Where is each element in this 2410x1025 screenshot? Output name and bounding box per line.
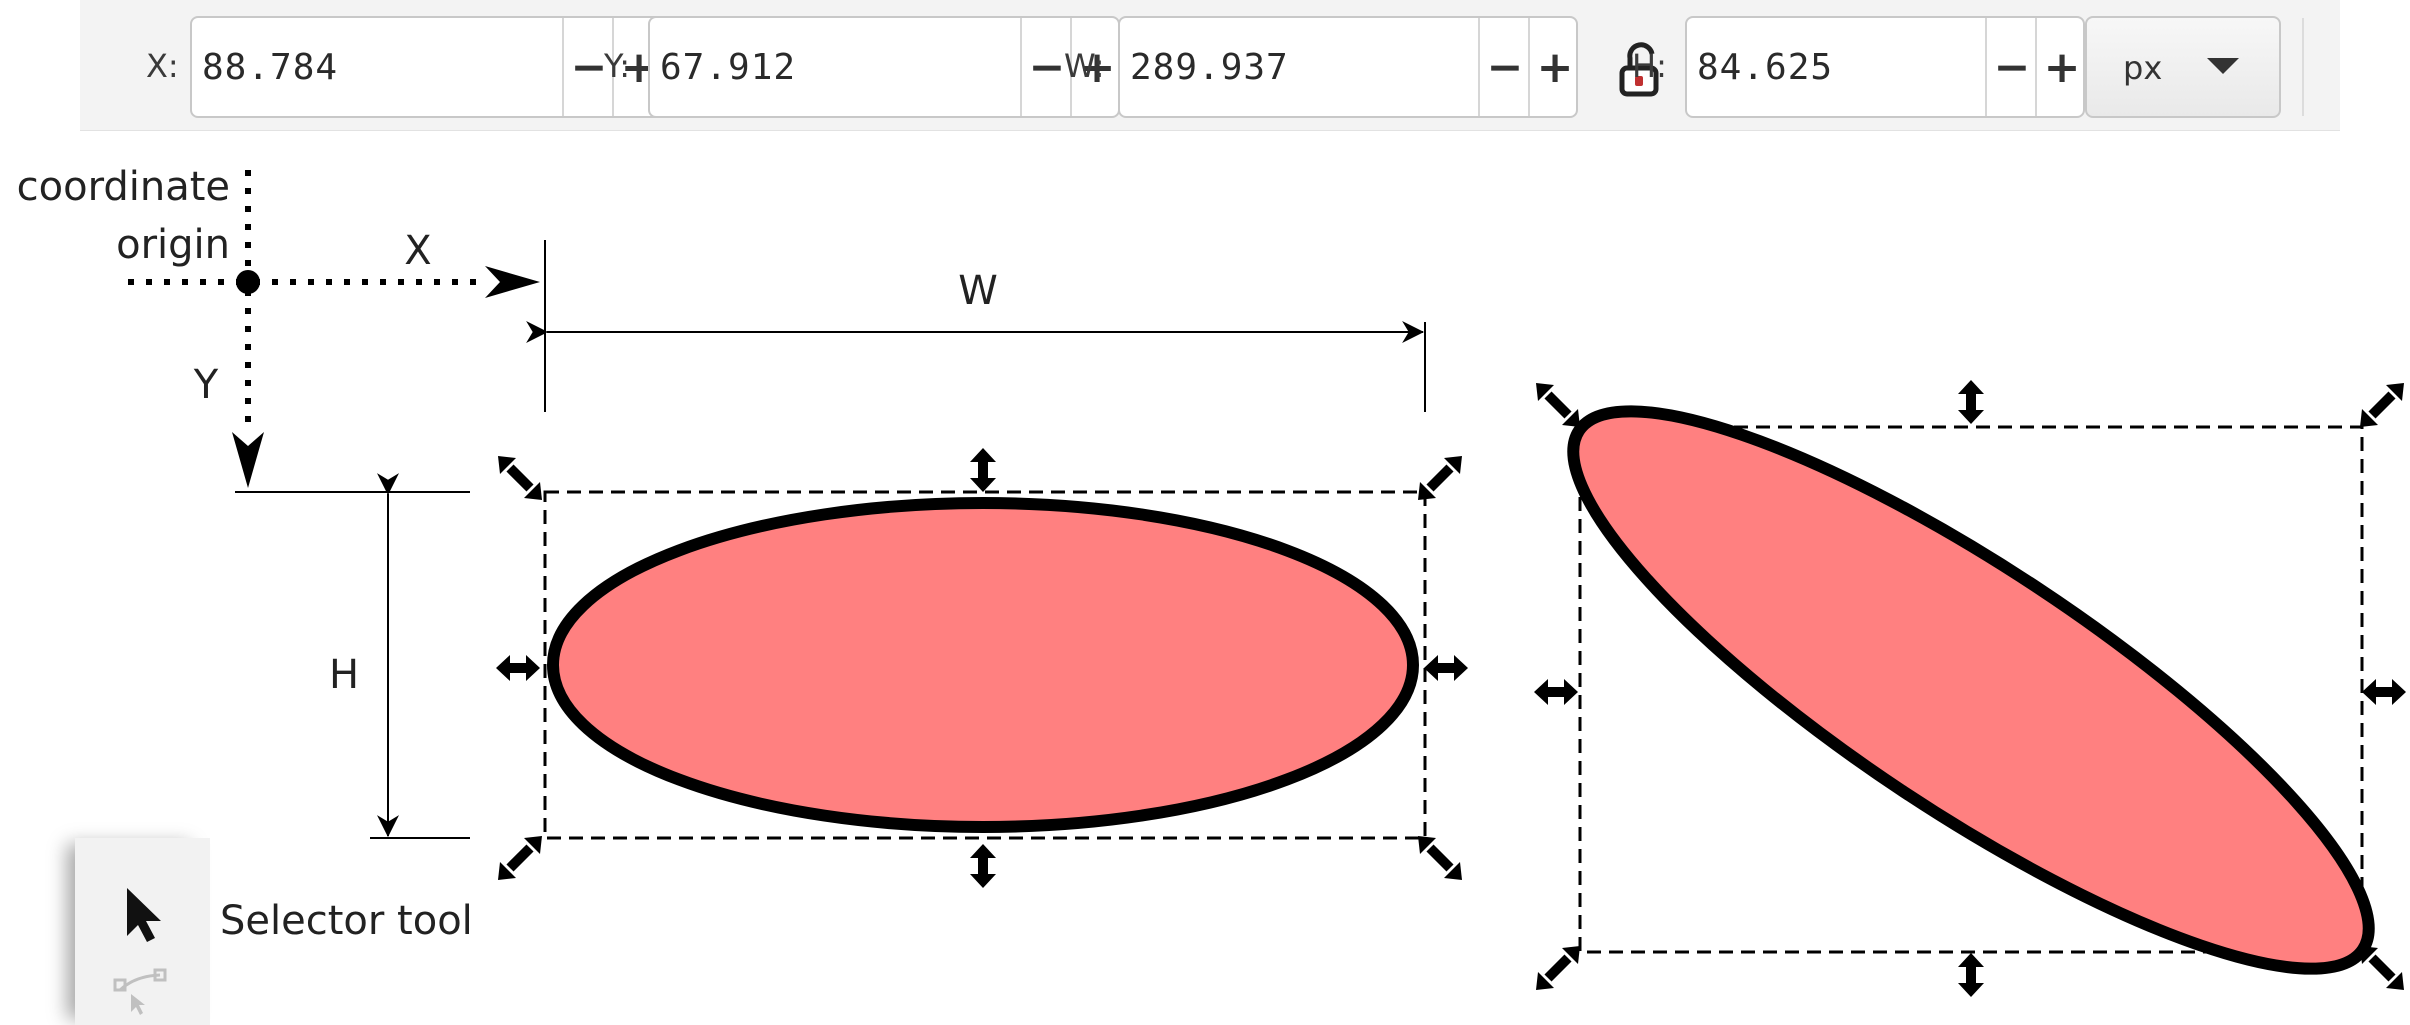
w-increment-button[interactable]: + [1528,18,1580,116]
coordinate-origin-point [236,270,260,294]
h-label: H [329,652,359,698]
x-label: X: [146,47,179,85]
w-spinbox[interactable]: 289.937 − + [1118,16,1578,118]
x-label: X [404,228,431,274]
rotated-handle-top[interactable] [1958,380,1984,424]
y-spinbox[interactable]: 67.912 − + [648,16,1120,118]
y-decrement-button[interactable]: − [1020,18,1072,116]
y-label: Y: [604,47,631,85]
w-label: W: [1064,47,1105,85]
unit-value: px [2123,49,2163,87]
selected-ellipse-outline [547,497,1419,833]
y-value[interactable]: 67.912 [660,47,797,88]
h-label: H: [1632,47,1667,85]
h-spinbox[interactable]: 84.625 − + [1685,16,2085,118]
scale-handle-left[interactable] [496,655,540,681]
h-increment-button[interactable]: + [2035,18,2087,116]
node-editor-icon[interactable] [105,966,175,1016]
scale-handle-top-right[interactable] [1418,456,1462,500]
unit-dropdown[interactable]: px [2085,16,2281,118]
rotated-handle-bottom[interactable] [1958,953,1984,997]
rotated-handle-top-left[interactable] [1536,383,1580,427]
x-offset-arrowhead [485,266,540,298]
scale-handle-bottom-right[interactable] [1418,836,1462,880]
transform-toolbar: X: 88.784 − + Y: 67.912 − + W: 289.937 −… [80,0,2340,131]
rotated-handle-right[interactable] [2362,679,2406,705]
w-decrement-button[interactable]: − [1478,18,1530,116]
rotated-handle-left[interactable] [1534,679,1578,705]
scale-handle-right[interactable] [1424,655,1468,681]
chevron-down-icon [2207,58,2239,74]
toolbar-divider [2302,18,2304,116]
h-value[interactable]: 84.625 [1697,47,1834,88]
unlocked-padlock-icon[interactable] [1610,40,1670,100]
rotated-ellipse[interactable] [1512,329,2410,1025]
y-increment-button[interactable]: + [1070,18,1122,116]
y-label: Y [193,362,219,408]
x-value[interactable]: 88.784 [202,47,339,88]
scale-handle-top-left[interactable] [498,456,542,500]
selector-tool-label: Selector tool [220,898,473,944]
y-offset-arrowhead [232,432,264,488]
x-decrement-button[interactable]: − [562,18,614,116]
x-spinbox[interactable]: 88.784 − + [190,16,662,118]
origin-label-line2: origin [116,222,230,268]
rotated-handle-bottom-right[interactable] [2360,946,2404,990]
rotated-handle-top-right[interactable] [2360,383,2404,427]
toolbox-panel [75,838,210,1025]
scale-handle-bottom-left[interactable] [498,836,542,880]
arrow-pointer-icon[interactable] [105,878,175,948]
selected-ellipse[interactable] [553,503,1413,827]
w-value[interactable]: 289.937 [1130,47,1289,88]
scale-handle-bottom[interactable] [970,844,996,888]
rotated-bounding-box [1578,425,2364,954]
rotated-handle-bottom-left[interactable] [1536,946,1580,990]
origin-label-line1: coordinate [17,164,230,210]
scale-handle-top[interactable] [970,448,996,492]
h-decrement-button[interactable]: − [1985,18,2037,116]
selection-bounding-box [543,490,1427,840]
w-label: W [958,268,998,314]
